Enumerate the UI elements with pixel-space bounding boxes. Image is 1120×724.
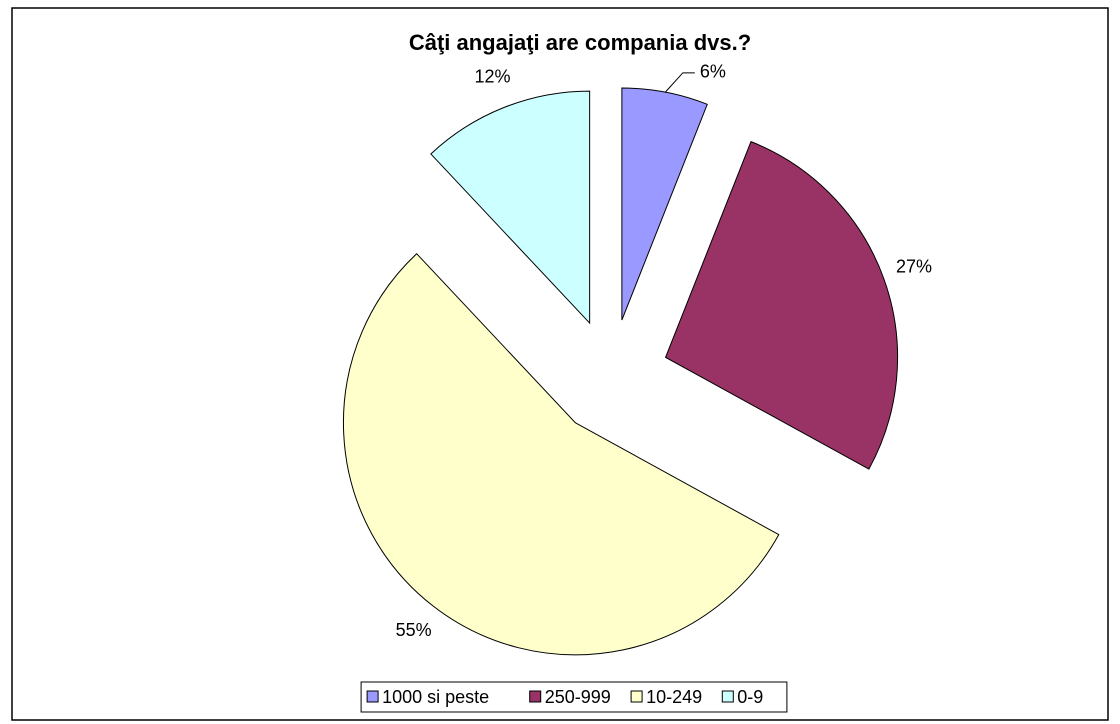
pie-slice (430, 90, 591, 325)
leader-line (664, 72, 695, 93)
legend-swatch (366, 690, 379, 703)
data-label: 6% (700, 62, 726, 82)
legend-swatch (529, 690, 542, 703)
chart-title: Câţi angajaţi are compania dvs.? (409, 30, 751, 55)
legend-box (360, 681, 788, 713)
legend-label: 1000 si peste (382, 687, 489, 707)
data-label: 55% (396, 620, 432, 640)
legend-swatch (721, 690, 734, 703)
pie-slice (621, 87, 708, 321)
legend-label: 250-999 (545, 687, 611, 707)
legend-swatch (630, 690, 643, 703)
pie-slice (664, 140, 898, 470)
data-label: 12% (474, 66, 510, 86)
legend-label: 0-9 (737, 687, 763, 707)
pie-slice (342, 253, 780, 656)
legend-label: 10-249 (646, 687, 702, 707)
data-label: 27% (896, 257, 932, 277)
